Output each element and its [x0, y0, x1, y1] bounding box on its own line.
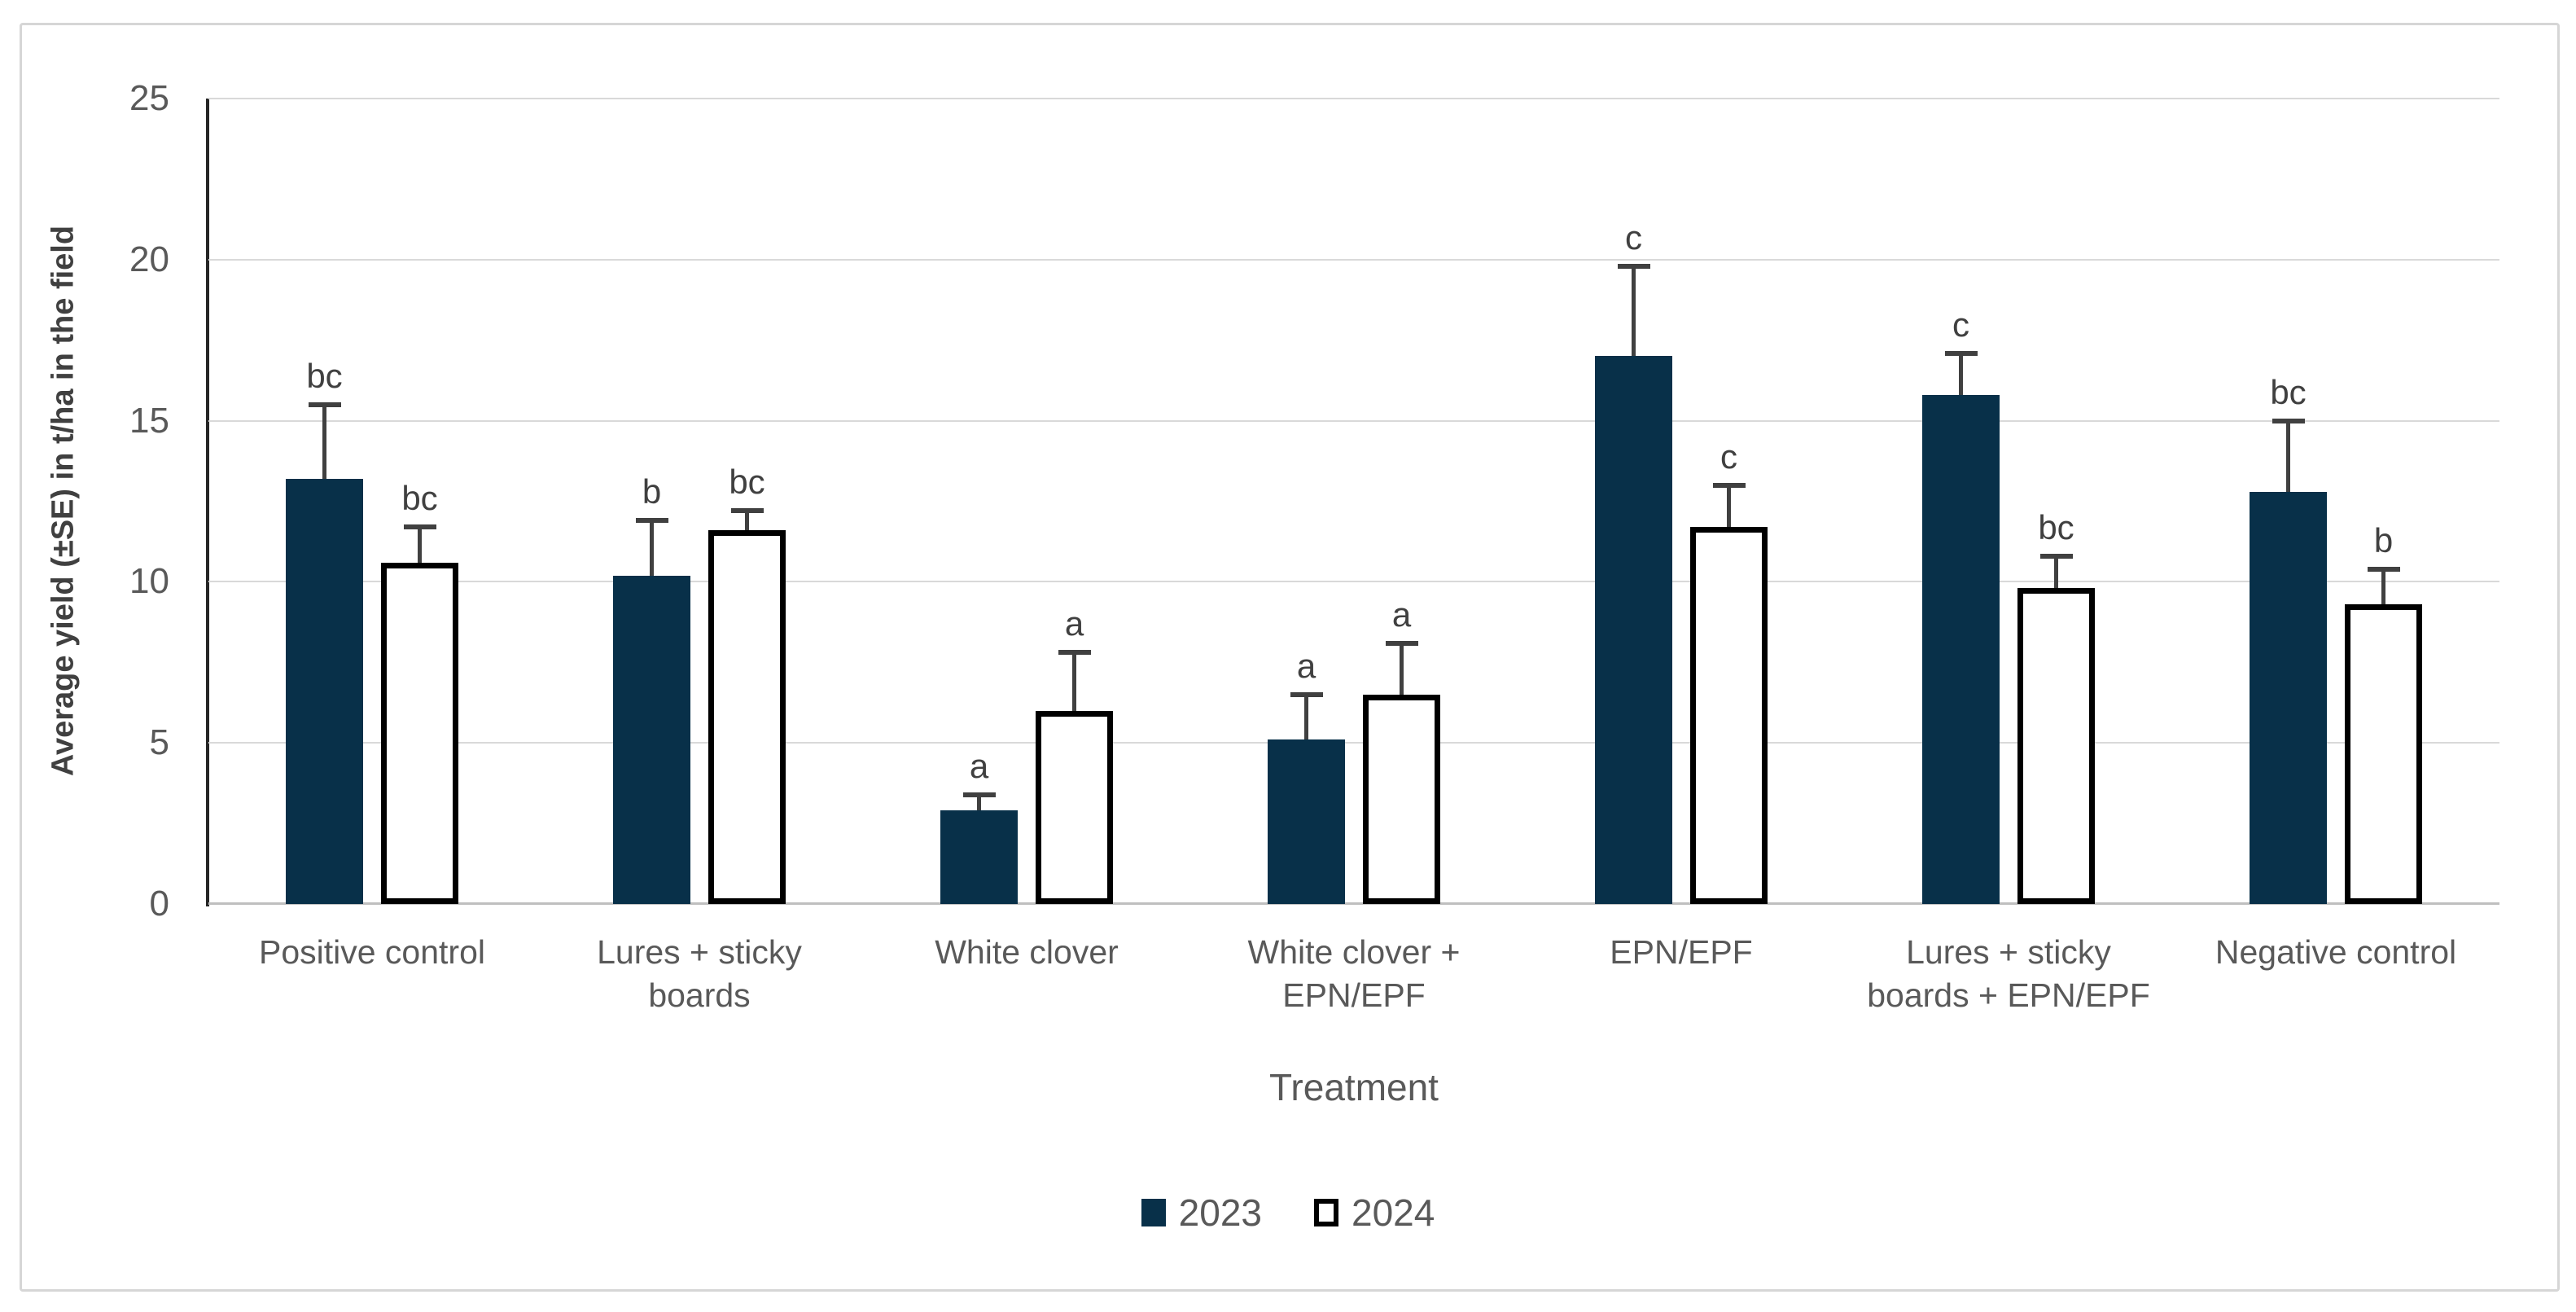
sig-letter-2023-white-clover: a — [969, 746, 989, 785]
error-bar-2024-positive-control — [418, 527, 422, 563]
legend: 2023 2024 — [0, 1191, 2576, 1235]
gridline-y25 — [208, 98, 2499, 99]
sig-letter-2023-white-clover-epn-epf: a — [1296, 646, 1316, 685]
sig-letter-2024-white-clover: a — [1064, 604, 1084, 643]
gridline-y20 — [208, 258, 2499, 261]
bar-2024-positive-control — [381, 562, 458, 904]
error-cap-2024-epn-epf — [1712, 482, 1746, 488]
category-label-7: Negative control — [2215, 933, 2457, 971]
sig-letter-2023-positive-control: bc — [306, 356, 343, 395]
sig-letter-2024-lures-sticky-boards-epn-epf: bc — [2038, 507, 2074, 546]
error-bar-2023-negative-control — [2286, 420, 2290, 492]
error-bar-2024-epn-epf — [1727, 485, 1731, 528]
bar-2023-lures-sticky-boards — [613, 575, 690, 904]
legend-swatch-2024 — [1314, 1199, 1338, 1226]
error-cap-2024-white-clover-epn-epf — [1385, 640, 1418, 646]
error-cap-2023-lures-sticky-boards-epn-epf — [1944, 350, 1978, 356]
sig-letter-2023-lures-sticky-boards-epn-epf: c — [1952, 305, 1969, 344]
sig-letter-2023-negative-control: bc — [2270, 372, 2307, 411]
category-label-3: White clover — [935, 933, 1119, 971]
sig-letter-2024-epn-epf: c — [1720, 437, 1737, 476]
legend-item-2023: 2023 — [1141, 1191, 1262, 1235]
category-label-2: Lures + sticky boards — [597, 933, 802, 1015]
bar-2023-lures-sticky-boards-epn-epf — [1922, 394, 2000, 904]
error-cap-2024-lures-sticky-boards — [730, 508, 764, 514]
y-tick-label-10: 10 — [129, 561, 169, 602]
error-cap-2023-negative-control — [2272, 418, 2305, 423]
error-bar-2023-lures-sticky-boards — [650, 520, 654, 576]
error-bar-2024-lures-sticky-boards — [745, 511, 749, 531]
category-label-1: Positive control — [258, 933, 485, 971]
bar-2023-positive-control — [286, 478, 363, 904]
error-bar-2023-white-clover — [977, 794, 981, 811]
bar-2023-epn-epf — [1595, 356, 1672, 904]
error-bar-2023-positive-control — [322, 404, 326, 479]
category-label-5: EPN/EPF — [1610, 933, 1753, 971]
error-bar-2023-lures-sticky-boards-epn-epf — [1959, 353, 1963, 395]
error-cap-2023-epn-epf — [1617, 263, 1650, 269]
category-label-6: Lures + sticky boards + EPN/EPF — [1867, 933, 2150, 1015]
sig-letter-2024-positive-control: bc — [401, 479, 438, 518]
bar-2024-lures-sticky-boards-epn-epf — [2017, 588, 2095, 904]
y-tick-label-0: 0 — [149, 884, 169, 924]
error-cap-2023-positive-control — [308, 401, 341, 407]
error-cap-2024-lures-sticky-boards-epn-epf — [2039, 553, 2073, 559]
bar-2023-white-clover-epn-epf — [1268, 739, 1345, 904]
sig-letter-2023-epn-epf: c — [1625, 217, 1642, 257]
y-tick-label-20: 20 — [129, 239, 169, 279]
error-cap-2023-white-clover — [962, 792, 996, 797]
error-cap-2023-white-clover-epn-epf — [1290, 691, 1323, 697]
legend-label-2023: 2023 — [1178, 1191, 1262, 1234]
error-cap-2024-positive-control — [403, 524, 436, 530]
sig-letter-2024-lures-sticky-boards: bc — [729, 463, 765, 502]
bar-2024-lures-sticky-boards — [708, 530, 786, 904]
error-bar-2024-negative-control — [2381, 568, 2385, 605]
bar-2024-epn-epf — [1690, 527, 1768, 904]
x-axis-line — [208, 902, 2499, 905]
error-bar-2024-white-clover — [1072, 652, 1076, 711]
bar-2024-negative-control — [2345, 604, 2422, 904]
y-tick-label-15: 15 — [129, 400, 169, 441]
error-bar-2024-lures-sticky-boards-epn-epf — [2054, 555, 2058, 589]
sig-letter-2024-negative-control: b — [2373, 520, 2394, 559]
error-bar-2023-white-clover-epn-epf — [1304, 694, 1308, 740]
error-cap-2024-white-clover — [1058, 650, 1091, 656]
bar-2024-white-clover — [1036, 710, 1113, 904]
gridline-y5 — [208, 742, 2499, 744]
x-axis-title: Treatment — [1269, 1066, 1439, 1108]
error-bar-2023-epn-epf — [1632, 265, 1636, 357]
sig-letter-2024-white-clover-epn-epf: a — [1391, 595, 1412, 634]
error-cap-2023-lures-sticky-boards — [635, 518, 668, 524]
gridline-y15 — [208, 419, 2499, 422]
error-cap-2024-negative-control — [2367, 566, 2400, 572]
y-axis-line — [206, 99, 209, 906]
y-tick-label-5: 5 — [149, 722, 169, 763]
legend-swatch-2023 — [1141, 1199, 1166, 1226]
bar-2023-negative-control — [2250, 491, 2327, 904]
sig-letter-2023-lures-sticky-boards: b — [642, 472, 662, 511]
error-bar-2024-white-clover-epn-epf — [1400, 643, 1404, 695]
legend-label-2024: 2024 — [1352, 1191, 1435, 1234]
legend-item-2024: 2024 — [1314, 1191, 1435, 1235]
bar-2023-white-clover — [940, 810, 1018, 904]
category-label-4: White clover + EPN/EPF — [1247, 933, 1461, 1015]
bar-2024-white-clover-epn-epf — [1363, 694, 1440, 904]
y-tick-label-25: 25 — [129, 78, 169, 118]
gridline-y10 — [208, 581, 2499, 583]
plot-area: bc bc b bc a a a a c c c bc bc b — [208, 98, 2499, 905]
